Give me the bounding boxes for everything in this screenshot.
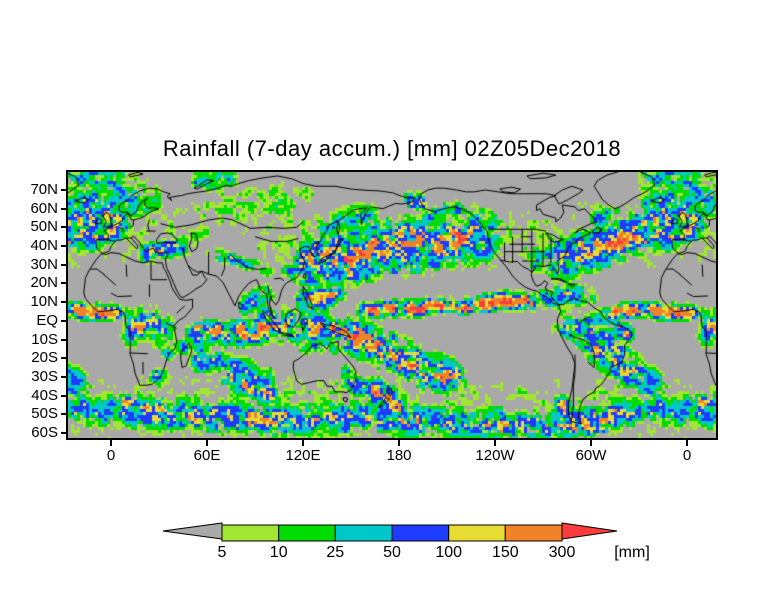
lat-tick-mark xyxy=(61,301,67,304)
lat-tick-label: 50S xyxy=(31,405,58,423)
lat-tick-mark xyxy=(61,375,67,378)
lat-tick-label: 30N xyxy=(30,255,58,273)
colorbar-unit-label: [mm] xyxy=(614,544,650,561)
lon-tick-mark xyxy=(494,440,496,446)
lat-tick-mark xyxy=(61,357,67,360)
rainfall-map-canvas xyxy=(66,170,718,440)
colorbar-tick-label: 50 xyxy=(383,544,401,561)
lat-tick-mark xyxy=(61,188,67,191)
lat-tick-mark xyxy=(61,394,67,397)
lon-tick-label: 120W xyxy=(475,447,515,464)
colorbar-arrow-right xyxy=(561,522,618,540)
lat-tick-label: 30S xyxy=(31,367,58,385)
colorbar-tick-label: 300 xyxy=(549,544,576,561)
lat-tick-label: 60S xyxy=(31,423,58,441)
plot-title: Rainfall (7-day accum.) [mm] 02Z05Dec201… xyxy=(162,136,622,161)
lon-tick-mark xyxy=(302,440,304,446)
colorbar-tick-label: 100 xyxy=(435,544,462,561)
lat-tick-mark xyxy=(61,338,67,341)
lat-tick-label: 20N xyxy=(30,274,58,292)
colorbar-tick-label: 5 xyxy=(218,544,227,561)
lat-tick-label: 10N xyxy=(30,293,58,311)
colorbar-segment xyxy=(504,524,563,542)
lat-tick-label: 20S xyxy=(31,349,58,367)
lat-tick-label: 10S xyxy=(31,330,58,348)
colorbar-tick-label: 10 xyxy=(270,544,288,561)
lat-tick-label: 40N xyxy=(30,237,58,255)
lon-tick-mark xyxy=(398,440,400,446)
lat-tick-mark xyxy=(61,263,67,266)
lat-tick-mark xyxy=(61,207,67,210)
lon-tick-label: 0 xyxy=(106,447,116,464)
colorbar-segment xyxy=(448,524,506,542)
lat-tick-mark xyxy=(61,319,67,322)
colorbar-segment xyxy=(391,524,450,542)
lat-tick-mark xyxy=(61,226,67,229)
lon-tick-label: 180 xyxy=(386,447,412,464)
lon-tick-mark xyxy=(206,440,208,446)
lon-tick-mark xyxy=(590,440,592,446)
colorbar-segment xyxy=(334,524,393,542)
colorbar-segment xyxy=(221,524,280,542)
colorbar: 5 10 25 50 100 150 300 [mm] xyxy=(162,522,650,561)
lat-tick-label: 50N xyxy=(30,218,58,236)
colorbar-arrow-left xyxy=(162,522,223,540)
lon-tick-label: 60E xyxy=(193,447,221,464)
lat-tick-mark xyxy=(61,413,67,416)
lat-tick-mark xyxy=(61,282,67,285)
lat-tick-mark xyxy=(61,431,67,434)
colorbar-tick-label: 25 xyxy=(326,544,344,561)
lat-tick-label: EQ xyxy=(36,311,58,329)
lat-tick-label: 60N xyxy=(30,199,58,217)
colorbar-tick-label: 150 xyxy=(492,544,519,561)
lat-tick-label: 70N xyxy=(30,180,58,198)
colorbar-segment xyxy=(278,524,336,542)
lon-tick-label: 60W xyxy=(575,447,607,464)
lon-tick-label: 0 xyxy=(682,447,692,464)
lon-tick-mark xyxy=(686,440,688,446)
lat-tick-label: 40S xyxy=(31,386,58,404)
lon-tick-mark xyxy=(110,440,112,446)
lon-tick-label: 120E xyxy=(285,447,321,464)
lat-tick-mark xyxy=(61,245,67,248)
